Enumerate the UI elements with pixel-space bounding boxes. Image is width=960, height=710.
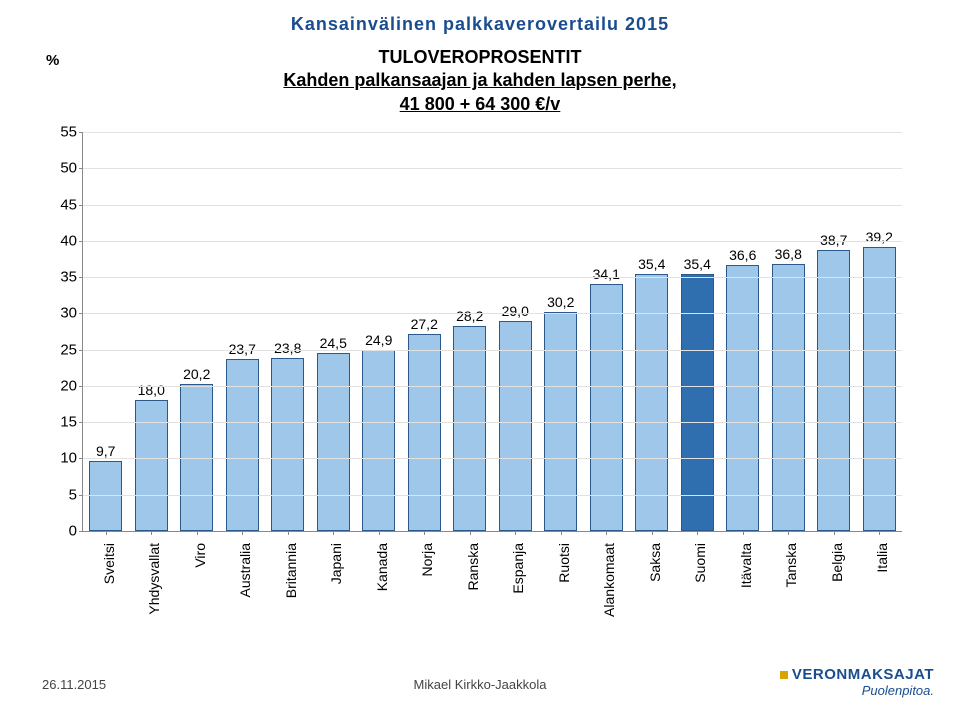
grid-line: [83, 422, 902, 423]
plot-area: 9,7 18,0 20,2 23,7 23,8 24,5 24,9 27,2 28,2 29,0 3…: [82, 132, 902, 532]
x-tick-mark: [288, 531, 289, 535]
bar: 36,6: [726, 265, 759, 531]
chart-title-line1: TULOVEROPROSENTIT: [48, 46, 912, 69]
x-tick-mark: [470, 531, 471, 535]
x-axis-label: Espanja: [508, 537, 526, 594]
x-tick-mark: [834, 531, 835, 535]
bar: 28,2: [453, 326, 486, 531]
bar: 27,2: [408, 334, 441, 531]
bar-value-label: 28,2: [456, 308, 483, 327]
x-tick-mark: [379, 531, 380, 535]
grid-line: [83, 277, 902, 278]
chart-title-line2: Kahden palkansaajan ja kahden lapsen per…: [48, 69, 912, 92]
x-tick-mark: [333, 531, 334, 535]
x-axis-label: Ranska: [463, 537, 481, 590]
bar-value-label: 35,4: [684, 256, 711, 275]
x-tick-mark: [879, 531, 880, 535]
logo: VERONMAKSAJAT Puolenpitoa.: [780, 666, 934, 698]
y-tick-label: 20: [49, 377, 83, 394]
x-tick-mark: [652, 531, 653, 535]
bar-value-label: 30,2: [547, 294, 574, 313]
x-tick-mark: [515, 531, 516, 535]
x-axis-label: Viro: [190, 537, 208, 568]
bar: 38,7: [817, 250, 850, 531]
bar: 23,7: [226, 359, 259, 531]
bar: 9,7: [89, 461, 122, 531]
x-tick-mark: [197, 531, 198, 535]
grid-line: [83, 205, 902, 206]
x-axis-label: Italia: [872, 537, 890, 573]
y-tick-label: 25: [49, 341, 83, 358]
grid-line: [83, 168, 902, 169]
x-axis-label: Britannia: [281, 537, 299, 598]
x-axis-label: Tanska: [781, 537, 799, 587]
y-tick-label: 10: [49, 450, 83, 467]
bar-value-label: 36,6: [729, 247, 756, 266]
bar: 29,0: [499, 321, 532, 531]
bar: 39,2: [863, 247, 896, 531]
y-tick-label: 5: [49, 486, 83, 503]
x-tick-mark: [424, 531, 425, 535]
bar: 23,8: [271, 358, 304, 531]
x-tick-mark: [106, 531, 107, 535]
grid-line: [83, 241, 902, 242]
y-tick-label: 50: [49, 160, 83, 177]
grid-line: [83, 132, 902, 133]
x-tick-mark: [151, 531, 152, 535]
bar: 18,0: [135, 400, 168, 531]
bar: 36,8: [772, 264, 805, 531]
y-tick-label: 55: [49, 124, 83, 141]
grid-line: [83, 495, 902, 496]
x-axis-label: Suomi: [690, 537, 708, 583]
grid-line: [83, 313, 902, 314]
x-tick-mark: [242, 531, 243, 535]
x-axis-label: Belgia: [827, 537, 845, 582]
bar: 24,9: [362, 350, 395, 531]
chart-title: TULOVEROPROSENTIT Kahden palkansaajan ja…: [48, 46, 912, 116]
grid-line: [83, 350, 902, 351]
chart-container: % TULOVEROPROSENTIT Kahden palkansaajan …: [48, 58, 912, 618]
x-axis-label: Norja: [417, 537, 435, 576]
x-axis-label: Kanada: [372, 537, 390, 591]
logo-main-label: VERONMAKSAJAT: [792, 666, 934, 683]
logo-main-text: VERONMAKSAJAT: [780, 666, 934, 683]
bar-value-label: 29,0: [502, 303, 529, 322]
page-title: Kansainvälinen palkkaverovertailu 2015: [0, 14, 960, 35]
bar-value-label: 34,1: [593, 266, 620, 285]
y-tick-label: 0: [49, 523, 83, 540]
bar-value-label: 35,4: [638, 256, 665, 275]
x-axis-label: Japani: [326, 537, 344, 584]
x-tick-mark: [606, 531, 607, 535]
bar-value-label: 27,2: [411, 316, 438, 335]
y-tick-label: 15: [49, 414, 83, 431]
chart-title-line3: 41 800 + 64 300 €/v: [48, 93, 912, 116]
page-root: Kansainvälinen palkkaverovertailu 2015 %…: [0, 0, 960, 710]
x-tick-mark: [743, 531, 744, 535]
y-tick-label: 40: [49, 232, 83, 249]
x-axis-label: Itävalta: [736, 537, 754, 588]
y-tick-label: 30: [49, 305, 83, 322]
x-tick-mark: [697, 531, 698, 535]
bar-value-label: 24,5: [320, 335, 347, 354]
x-axis-label: Ruotsi: [554, 537, 572, 583]
y-tick-label: 45: [49, 196, 83, 213]
y-tick-label: 35: [49, 269, 83, 286]
x-axis-label: Australia: [235, 537, 253, 597]
logo-bullet-icon: [780, 671, 788, 679]
bar-value-label: 36,8: [775, 246, 802, 265]
bar-value-label: 20,2: [183, 366, 210, 385]
x-axis-label: Saksa: [645, 537, 663, 582]
logo-sub-text: Puolenpitoa.: [780, 683, 934, 698]
bar-value-label: 24,9: [365, 332, 392, 351]
x-tick-mark: [788, 531, 789, 535]
x-axis-label: Sveitsi: [99, 537, 117, 584]
x-tick-mark: [561, 531, 562, 535]
grid-line: [83, 386, 902, 387]
bar: 24,5: [317, 353, 350, 531]
x-axis-label: Yhdysvallat: [144, 537, 162, 615]
x-axis-label: Alankomaat: [599, 537, 617, 617]
grid-line: [83, 458, 902, 459]
bar-value-label: 39,2: [866, 229, 893, 248]
bars-group: 9,7 18,0 20,2 23,7 23,8 24,5 24,9 27,2 28,2 29,0 3…: [83, 132, 902, 531]
